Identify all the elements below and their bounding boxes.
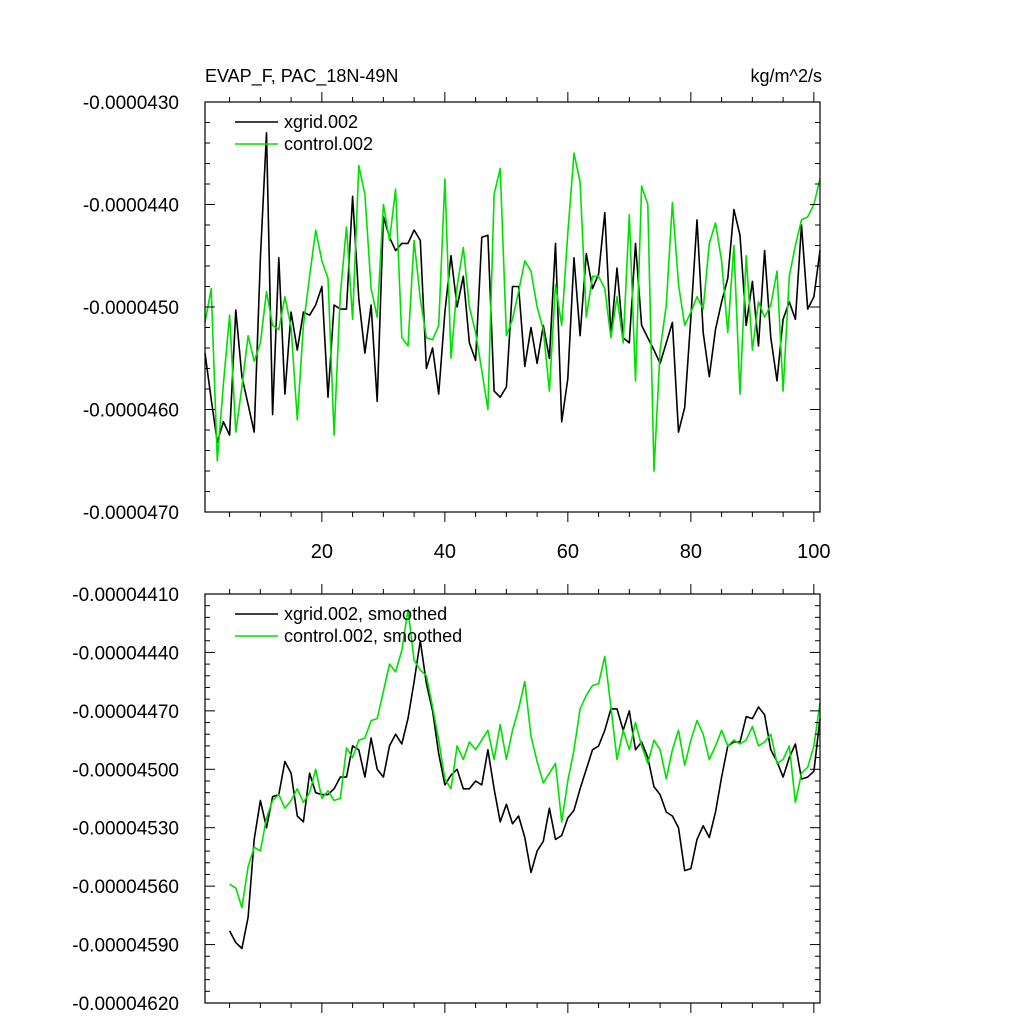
y-tick-label: -0.00004620 [72, 994, 179, 1015]
y-tick-label: -0.0000450 [83, 298, 179, 319]
x-tick-label: 20 [311, 541, 333, 563]
y-tick-label: -0.00004410 [72, 585, 179, 606]
series-line-xgrid [228, 639, 821, 950]
legend-label-control: control.002, smoothed [284, 626, 462, 646]
y-tick-label: -0.00004560 [72, 877, 179, 898]
y-tick-label: -0.0000440 [83, 196, 179, 217]
plot-frame [204, 593, 821, 1004]
y-tick-label: -0.00004470 [72, 702, 179, 723]
y-tick-label: -0.00004530 [72, 819, 179, 840]
series-line-control [204, 152, 821, 472]
x-tick-label: 40 [434, 541, 456, 563]
panel-title: EVAP_F, PAC_18N-49N [205, 66, 398, 87]
series-line-control [229, 608, 821, 909]
x-tick-label: 60 [557, 541, 579, 563]
legend-label-xgrid: xgrid.002, smoothed [284, 604, 447, 624]
legend-label-control: control.002 [284, 134, 373, 154]
y-tick-label: -0.00004590 [72, 936, 179, 957]
y-tick-label: -0.00004440 [72, 643, 179, 664]
y-tick-label: -0.00004500 [72, 760, 179, 781]
top-panel: EVAP_F, PAC_18N-49N kg/m^2/s -0.0000430 -… [83, 66, 831, 563]
plot-frame [204, 101, 821, 513]
y-tick-label: -0.0000430 [83, 93, 179, 114]
y-tick-label: -0.0000470 [83, 503, 179, 524]
y-tick-label: -0.0000460 [83, 401, 179, 422]
series-line-xgrid [204, 132, 821, 444]
legend-label-xgrid: xgrid.002 [284, 112, 358, 132]
x-tick-label: 80 [680, 541, 702, 563]
bottom-panel: -0.00004410 -0.00004440 -0.00004470 -0.0000… [72, 584, 821, 1015]
x-tick-label: 100 [797, 541, 830, 563]
units-label: kg/m^2/s [751, 66, 822, 86]
